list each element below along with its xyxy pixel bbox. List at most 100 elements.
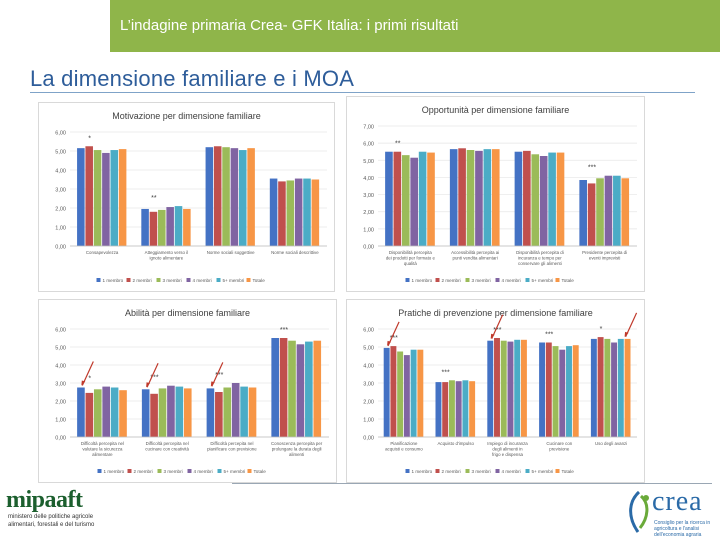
- y-tick-label: 4,00: [55, 169, 66, 175]
- legend-label: 1 membro: [104, 469, 125, 474]
- x-category-line: Cucinare con: [546, 441, 572, 446]
- x-category-line: frigo e dispensa: [492, 452, 524, 457]
- bar-2-membri: [393, 151, 402, 246]
- bar-1-membro: [271, 338, 279, 437]
- significance-mark: ***: [215, 372, 223, 379]
- legend-swatch: [465, 278, 470, 282]
- legend-swatch: [525, 469, 530, 473]
- x-category-line: pianificare con previsione: [207, 447, 257, 452]
- bar-1-membro: [487, 340, 494, 437]
- bar-totale: [247, 148, 255, 246]
- slide-title: La dimensione familiare e i MOA: [30, 66, 355, 91]
- bar-4-membri: [507, 341, 514, 437]
- y-tick-label: 1,00: [363, 418, 374, 424]
- y-tick-label: 3,00: [363, 193, 374, 199]
- bar-5-membri: [238, 150, 247, 246]
- significance-mark: ***: [545, 332, 553, 339]
- legend-label: 4 membri: [194, 469, 213, 474]
- annotation-arrowhead: [81, 380, 86, 386]
- x-category-label: Norme sociali soggettive: [207, 250, 255, 255]
- significance-mark: **: [151, 195, 157, 202]
- legend-label: 5+ membri: [224, 469, 246, 474]
- x-category-line: eventi imprevisti: [589, 256, 621, 261]
- significance-mark: **: [395, 141, 401, 148]
- crea-sub: Consiglio per la ricerca in agricoltura …: [654, 520, 711, 538]
- bar-totale: [491, 149, 500, 246]
- bar-1-membro: [514, 151, 523, 246]
- x-category-line: Disponibilità percepita di: [516, 250, 564, 255]
- bar-totale: [248, 387, 257, 437]
- legend-label: Totale: [254, 469, 267, 474]
- legend-label: Totale: [562, 278, 575, 283]
- bar-3-membri: [286, 180, 295, 246]
- bar-2-membri: [213, 146, 222, 246]
- legend-swatch: [495, 469, 500, 473]
- crea-logo: crea Consiglio per la ricerca in agricol…: [622, 484, 720, 540]
- legend-swatch: [186, 278, 191, 282]
- bar-2-membri: [523, 150, 531, 246]
- x-category-line: incuranza e tempo per: [518, 256, 562, 261]
- mipaaft-sub-2: alimentari, forestali e del turismo: [8, 522, 95, 528]
- bar-2-membri: [442, 382, 449, 437]
- x-category-line: cucinare con creatività: [145, 447, 189, 452]
- legend-swatch: [97, 469, 102, 473]
- x-category-label: Difficoltà percepita nel pianificare con …: [207, 441, 257, 452]
- bar-3-membri: [552, 346, 559, 437]
- bar-5-membri: [617, 338, 624, 437]
- bar-3-membri: [222, 147, 230, 246]
- x-category-line: qualità: [404, 261, 417, 266]
- annotation-arrowhead: [490, 333, 495, 339]
- legend-label: 3 membri: [164, 469, 183, 474]
- footer-rule: [232, 483, 712, 484]
- x-category-label: Difficoltà percepita nel valutare la sicu…: [81, 441, 124, 457]
- bar-1-membro: [383, 347, 390, 437]
- y-tick-label: 1,00: [363, 227, 374, 233]
- x-category-line: Impiego di incuranza: [487, 441, 528, 446]
- y-tick-label: 3,00: [55, 382, 66, 388]
- chart-title: Opportunità per dimensione familiare: [422, 105, 570, 115]
- bar-5-membri: [110, 387, 119, 437]
- legend-label: 3 membri: [472, 278, 491, 283]
- y-tick-label: 2,00: [363, 210, 374, 216]
- x-category-line: valutare la sicurezza: [82, 447, 123, 452]
- chart-abilita: Abilità per dimensione familiare 0,00 1,00…: [38, 299, 337, 483]
- bar-2-membri: [458, 148, 466, 246]
- x-category-line: Presidente percepita di: [582, 250, 627, 255]
- bar-4-membri: [167, 385, 175, 437]
- bar-totale: [520, 339, 527, 437]
- y-tick-label: 7,00: [363, 125, 374, 131]
- annotation-arrowhead: [146, 382, 151, 388]
- x-category-label: Uso degli avanzi: [595, 441, 627, 446]
- x-category-line: Difficoltà percepita nel: [81, 441, 124, 446]
- crea-brand: crea: [652, 486, 703, 517]
- bar-3-membri: [596, 178, 604, 246]
- y-tick-label: 6,00: [363, 142, 374, 148]
- bar-5-membri: [548, 152, 556, 246]
- legend-swatch: [495, 278, 500, 282]
- bar-1-membro: [385, 151, 393, 246]
- bar-4-membri: [539, 156, 548, 246]
- bar-5-membri: [175, 386, 184, 437]
- bar-5-membri: [462, 380, 469, 437]
- bar-3-membri: [158, 209, 166, 246]
- x-category-label: Conoscenza percepita per prolungare la du…: [271, 441, 323, 457]
- x-category-line: conservare gli alimenti: [518, 261, 562, 266]
- bar-2-membri: [85, 392, 94, 437]
- bar-5-membri: [514, 339, 521, 437]
- annotation-arrowhead: [210, 381, 215, 387]
- y-tick-label: 1,00: [55, 418, 66, 424]
- bar-1-membro: [141, 389, 150, 437]
- x-category-line: punti vendita alimentari: [453, 256, 498, 261]
- bar-5-membri: [566, 346, 572, 437]
- x-category-line: previsione: [549, 447, 570, 452]
- legend-label: 4 membri: [502, 469, 521, 474]
- y-tick-label: 2,00: [363, 400, 374, 406]
- bar-1-membro: [449, 149, 458, 246]
- legend-swatch: [157, 469, 162, 473]
- y-tick-label: 5,00: [55, 150, 66, 156]
- y-tick-label: 4,00: [363, 176, 374, 182]
- significance-mark: ***: [442, 369, 450, 376]
- crea-leaf-icon: [629, 490, 649, 533]
- bar-totale: [469, 381, 476, 437]
- x-category-line: Atteggiamento verso il: [145, 250, 188, 255]
